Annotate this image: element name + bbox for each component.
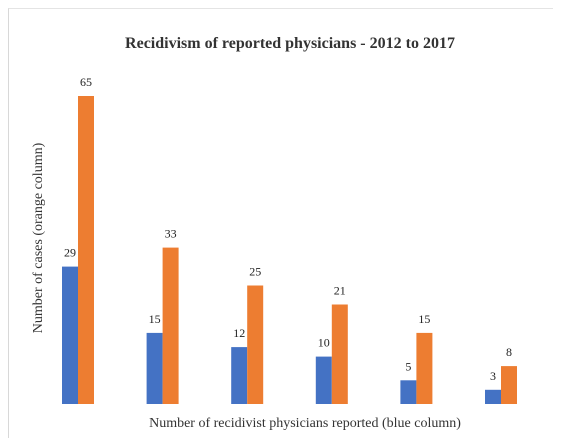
data-labels-group: 29 65 15 33 12 25 10 21 5 15 38 xyxy=(64,75,512,383)
blue-data-label-4: 10 xyxy=(318,336,330,350)
orange-bar-5 xyxy=(416,332,433,404)
blue-bar-6 xyxy=(485,389,501,404)
orange-data-label-4: 21 xyxy=(334,284,346,298)
y-axis-label: Number of cases (orange column) xyxy=(31,142,46,333)
orange-data-label-2: 33 xyxy=(165,227,177,241)
orange-data-label-5: 15 xyxy=(418,312,430,326)
blue-data-label-2: 15 xyxy=(149,312,161,326)
bars-group xyxy=(62,96,517,404)
orange-bar-1 xyxy=(78,96,94,404)
orange-bar-4 xyxy=(331,304,348,404)
orange-data-label-6: 8 xyxy=(506,345,512,359)
orange-bar-3 xyxy=(247,285,264,404)
orange-bar-2 xyxy=(162,247,179,404)
blue-bar-5 xyxy=(400,380,417,404)
blue-data-label-6: 3 xyxy=(490,369,496,383)
x-axis-label: Number of recidivist physicians reported… xyxy=(149,416,461,431)
orange-data-label-3: 25 xyxy=(249,265,261,279)
blue-bar-4 xyxy=(315,356,332,404)
blue-bar-1 xyxy=(62,266,78,404)
blue-data-label-5: 5 xyxy=(405,359,411,373)
chart-frame xyxy=(8,8,553,438)
orange-data-label-1: 65 xyxy=(80,75,92,89)
orange-bar-6 xyxy=(501,366,517,404)
blue-data-label-3: 12 xyxy=(233,326,245,340)
blue-bar-3 xyxy=(231,347,248,404)
blue-bar-2 xyxy=(146,332,163,404)
blue-data-label-1: 29 xyxy=(64,246,76,260)
chart-title: Recidivism of reported physicians - 2012… xyxy=(125,35,455,52)
